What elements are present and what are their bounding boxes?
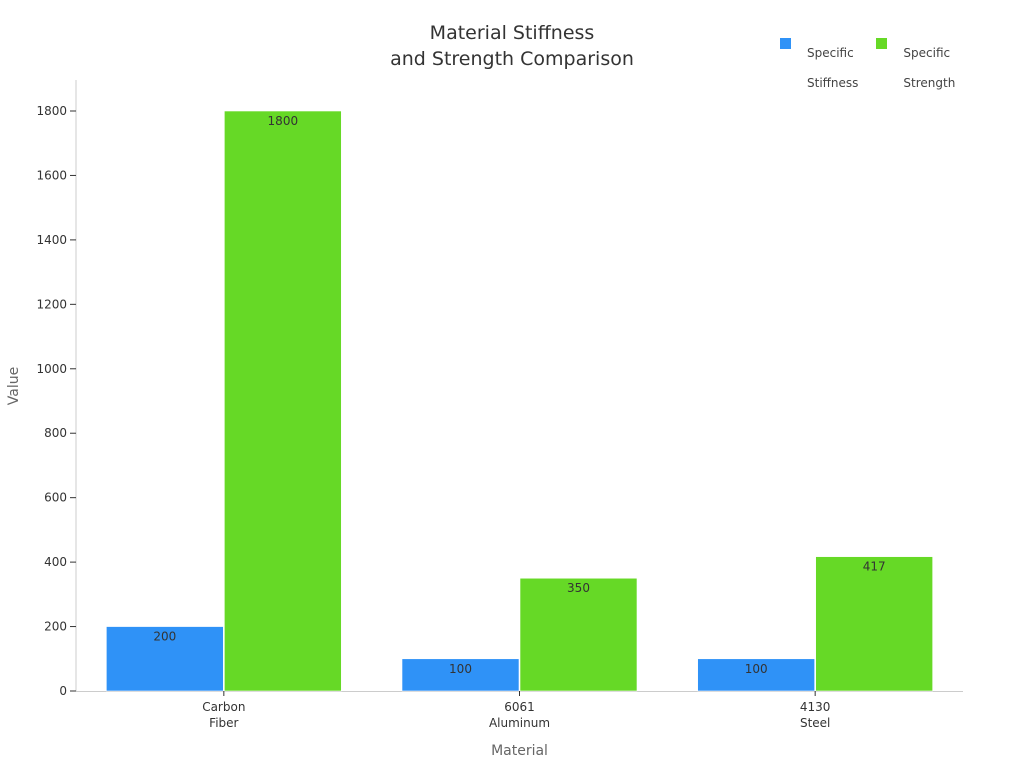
x-axis-title: Material: [491, 743, 548, 759]
x-tick-label: Fiber: [209, 716, 238, 730]
legend-label-strength-2: Strength: [903, 76, 956, 90]
y-tick-label: 400: [44, 555, 67, 569]
bar-value-label: 200: [153, 630, 176, 644]
y-axis-title: Value: [6, 367, 22, 405]
legend-item-specific-strength[interactable]: Specific Strength: [876, 31, 955, 106]
y-tick-label: 1000: [36, 362, 67, 376]
bar-value-label: 417: [863, 560, 886, 574]
x-tick-label: Aluminum: [489, 716, 550, 730]
y-tick-label: 1200: [36, 297, 67, 311]
x-tick-label: 6061: [504, 700, 535, 714]
y-tick-label: 1400: [36, 233, 67, 247]
bar-specific-strength: [519, 577, 638, 692]
y-tick-label: 200: [44, 620, 67, 634]
bar-specific-strength: [815, 556, 933, 692]
bar-value-label: 100: [745, 662, 768, 676]
bar-value-label: 100: [449, 662, 472, 676]
legend-label-stiffness-1: Specific: [807, 46, 854, 60]
legend-swatch-strength: [876, 38, 888, 49]
bar-value-label: 1800: [268, 114, 299, 128]
chart-title-line-2: and Strength Comparison: [390, 48, 634, 70]
x-tick-label: Steel: [800, 716, 830, 730]
bar-value-label: 350: [567, 581, 590, 595]
y-tick-label: 1600: [36, 168, 67, 182]
legend-item-specific-stiffness[interactable]: Specific Stiffness: [780, 31, 858, 106]
y-tick-label: 1800: [36, 104, 67, 118]
bar-specific-stiffness: [401, 658, 520, 692]
y-tick-label: 600: [44, 491, 67, 505]
bar-specific-stiffness: [106, 626, 224, 692]
legend-label-strength-1: Specific: [903, 46, 951, 60]
bar-specific-stiffness: [697, 658, 815, 692]
legend: Specific Stiffness Specific Strength: [780, 31, 955, 106]
legend-label-stiffness-2: Stiffness: [807, 76, 859, 90]
bar-specific-strength: [224, 110, 342, 692]
chart-title: Material Stiffness and Strength Comparis…: [0, 20, 1024, 72]
x-tick-label: 4130: [800, 700, 831, 714]
x-tick-label: Carbon: [202, 700, 245, 714]
legend-swatch-stiffness: [780, 38, 791, 49]
y-tick-label: 800: [44, 426, 67, 440]
chart-title-line-1: Material Stiffness: [429, 22, 595, 44]
y-tick-label: 0: [59, 684, 67, 698]
